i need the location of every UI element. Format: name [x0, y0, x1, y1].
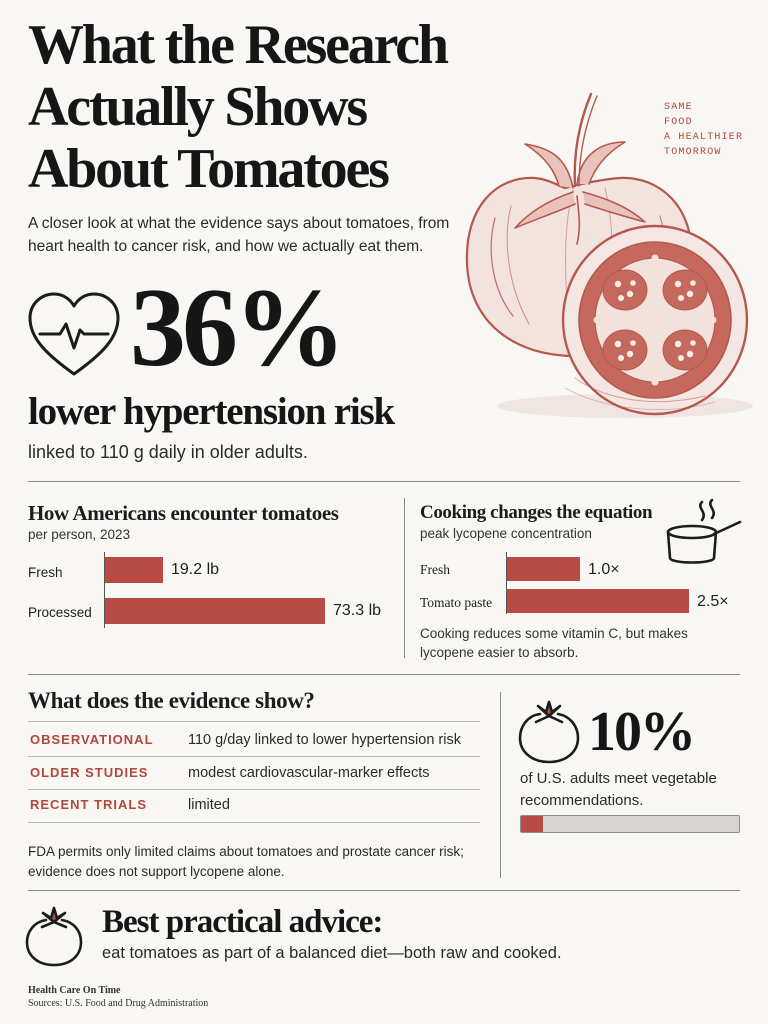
bar-tomato-paste	[507, 589, 689, 613]
evidence-title: What does the evidence show?	[28, 688, 315, 713]
cooking-title: Cooking changes the equation	[420, 502, 653, 523]
tagline: SAME FOOD A HEALTHIER TOMORROW	[664, 100, 754, 160]
evidence-label-older-studies: OLDER STUDIES	[30, 765, 149, 780]
footer-sources: Sources: U.S. Food and Drug Administrati…	[28, 998, 209, 1009]
tomato-icon	[25, 906, 83, 967]
tomato-illustration-icon	[465, 92, 753, 418]
footer-brand: Health Care On Time	[28, 985, 121, 996]
vegetable-progress-fill	[521, 816, 543, 832]
vegetable-stat-value: 10%	[588, 701, 696, 763]
advice-title: Best practical advice:	[102, 904, 383, 940]
vegetable-stat-label: of U.S. adults meet vegetable recommenda…	[520, 770, 717, 809]
tomato-icon	[518, 700, 580, 764]
bar-label-tomato-paste: Tomato paste	[420, 595, 493, 610]
hypertension-stat-note: linked to 110 g daily in older adults.	[28, 442, 308, 462]
bar-label-cooked-fresh: Fresh	[420, 562, 450, 577]
heart-pulse-icon	[28, 292, 120, 376]
bar-value-fresh: 19.2 lb	[171, 561, 220, 578]
consumption-subtitle: per person, 2023	[28, 527, 131, 542]
title-line-3: About Tomatoes	[28, 138, 390, 200]
cooking-note: Cooking reduces some vitamin C, but make…	[420, 626, 688, 660]
bar-cooked-fresh	[507, 557, 580, 581]
advice-text: eat tomatoes as part of a balanced diet—…	[102, 944, 562, 962]
hypertension-stat-label: lower hypertension risk	[28, 390, 395, 433]
vegetable-progress-bar	[520, 815, 740, 833]
bar-label-processed: Processed	[28, 605, 92, 620]
evidence-label-recent-trials: RECENT TRIALS	[30, 797, 147, 812]
title-line-2: Actually Shows	[28, 76, 368, 138]
divider	[28, 674, 740, 675]
cooking-subtitle: peak lycopene concentration	[420, 526, 592, 541]
evidence-value-recent-trials: limited	[188, 797, 230, 813]
divider	[28, 481, 740, 482]
bar-label-fresh: Fresh	[28, 565, 63, 580]
bar-value-processed: 73.3 lb	[333, 602, 382, 619]
divider-vertical	[500, 692, 501, 878]
tagline-line-1: SAME	[664, 102, 693, 113]
table-rule	[28, 721, 480, 722]
page-subtitle: A closer look at what the evidence says …	[28, 215, 450, 255]
consumption-axis	[104, 552, 105, 628]
divider	[28, 890, 740, 891]
evidence-label-observational: OBSERVATIONAL	[30, 732, 154, 747]
consumption-title: How Americans encounter tomatoes	[28, 501, 339, 525]
cooking-pot-icon	[666, 498, 742, 564]
bar-value-cooked-fresh: 1.0×	[588, 561, 620, 578]
evidence-value-observational: 110 g/day linked to lower hypertension r…	[188, 732, 461, 748]
bar-fresh	[105, 557, 163, 583]
table-rule	[28, 822, 480, 823]
cooking-axis	[506, 552, 507, 614]
evidence-value-older-studies: modest cardiovascular-marker effects	[188, 765, 430, 781]
bar-value-tomato-paste: 2.5×	[697, 593, 729, 610]
page-title: What the Research Actually Shows About T…	[28, 14, 548, 200]
title-line-1: What the Research	[28, 14, 449, 76]
tagline-line-4: TOMORROW	[664, 147, 722, 158]
hypertension-stat-value: 36%	[130, 266, 346, 390]
fda-note: FDA permits only limited claims about to…	[28, 844, 464, 879]
divider-vertical	[404, 498, 405, 658]
tagline-line-2: FOOD	[664, 117, 693, 128]
tagline-line-3: A HEALTHIER	[664, 132, 744, 143]
table-rule	[28, 789, 480, 790]
bar-processed	[105, 598, 325, 624]
table-rule	[28, 756, 480, 757]
